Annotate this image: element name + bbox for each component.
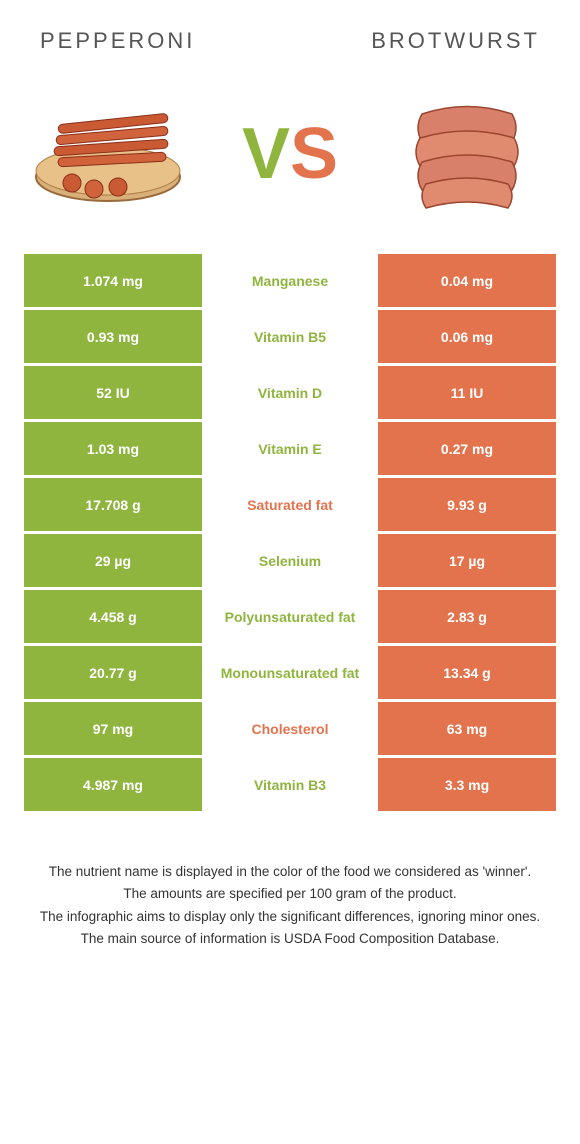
left-value: 0.93 mg — [24, 310, 202, 363]
header-row: PEPPERONI BROTWURST — [0, 0, 580, 54]
nutrient-row: 97 mgCholesterol63 mg — [24, 702, 556, 758]
image-row: VS — [0, 54, 580, 254]
nutrient-row: 1.03 mgVitamin E0.27 mg — [24, 422, 556, 478]
nutrient-row: 4.458 gPolyunsaturated fat2.83 g — [24, 590, 556, 646]
left-value: 20.77 g — [24, 646, 202, 699]
nutrient-label: Monounsaturated fat — [202, 646, 378, 699]
nutrient-label: Vitamin B5 — [202, 310, 378, 363]
nutrient-label: Vitamin D — [202, 366, 378, 419]
left-value: 4.458 g — [24, 590, 202, 643]
right-value: 0.04 mg — [378, 254, 556, 307]
nutrient-label: Manganese — [202, 254, 378, 307]
right-food-title: BROTWURST — [371, 28, 540, 54]
nutrient-row: 52 IUVitamin D11 IU — [24, 366, 556, 422]
nutrient-label: Saturated fat — [202, 478, 378, 531]
footer-line-4: The main source of information is USDA F… — [36, 929, 544, 949]
right-value: 9.93 g — [378, 478, 556, 531]
left-food-title: PEPPERONI — [40, 28, 195, 54]
right-value: 17 µg — [378, 534, 556, 587]
nutrient-row: 4.987 mgVitamin B33.3 mg — [24, 758, 556, 814]
nutrient-row: 17.708 gSaturated fat9.93 g — [24, 478, 556, 534]
nutrient-label: Cholesterol — [202, 702, 378, 755]
nutrient-row: 1.074 mgManganese0.04 mg — [24, 254, 556, 310]
nutrient-table: 1.074 mgManganese0.04 mg0.93 mgVitamin B… — [0, 254, 580, 814]
left-value: 52 IU — [24, 366, 202, 419]
brotwurst-image — [382, 94, 552, 214]
right-value: 0.06 mg — [378, 310, 556, 363]
left-value: 17.708 g — [24, 478, 202, 531]
footer-line-1: The nutrient name is displayed in the co… — [36, 862, 544, 882]
vs-label: VS — [242, 118, 338, 190]
nutrient-label: Vitamin B3 — [202, 758, 378, 811]
left-value: 4.987 mg — [24, 758, 202, 811]
right-value: 0.27 mg — [378, 422, 556, 475]
nutrient-row: 29 µgSelenium17 µg — [24, 534, 556, 590]
footer-line-3: The infographic aims to display only the… — [36, 907, 544, 927]
nutrient-row: 0.93 mgVitamin B50.06 mg — [24, 310, 556, 366]
left-value: 1.074 mg — [24, 254, 202, 307]
nutrient-label: Polyunsaturated fat — [202, 590, 378, 643]
left-value: 97 mg — [24, 702, 202, 755]
nutrient-row: 20.77 gMonounsaturated fat13.34 g — [24, 646, 556, 702]
footer-line-2: The amounts are specified per 100 gram o… — [36, 884, 544, 904]
vs-s: S — [290, 118, 338, 190]
right-value: 13.34 g — [378, 646, 556, 699]
vs-v: V — [242, 118, 290, 190]
right-value: 11 IU — [378, 366, 556, 419]
right-value: 3.3 mg — [378, 758, 556, 811]
left-value: 1.03 mg — [24, 422, 202, 475]
left-value: 29 µg — [24, 534, 202, 587]
pepperoni-image — [28, 94, 198, 214]
nutrient-label: Vitamin E — [202, 422, 378, 475]
right-value: 63 mg — [378, 702, 556, 755]
footer-notes: The nutrient name is displayed in the co… — [0, 814, 580, 949]
right-value: 2.83 g — [378, 590, 556, 643]
nutrient-label: Selenium — [202, 534, 378, 587]
